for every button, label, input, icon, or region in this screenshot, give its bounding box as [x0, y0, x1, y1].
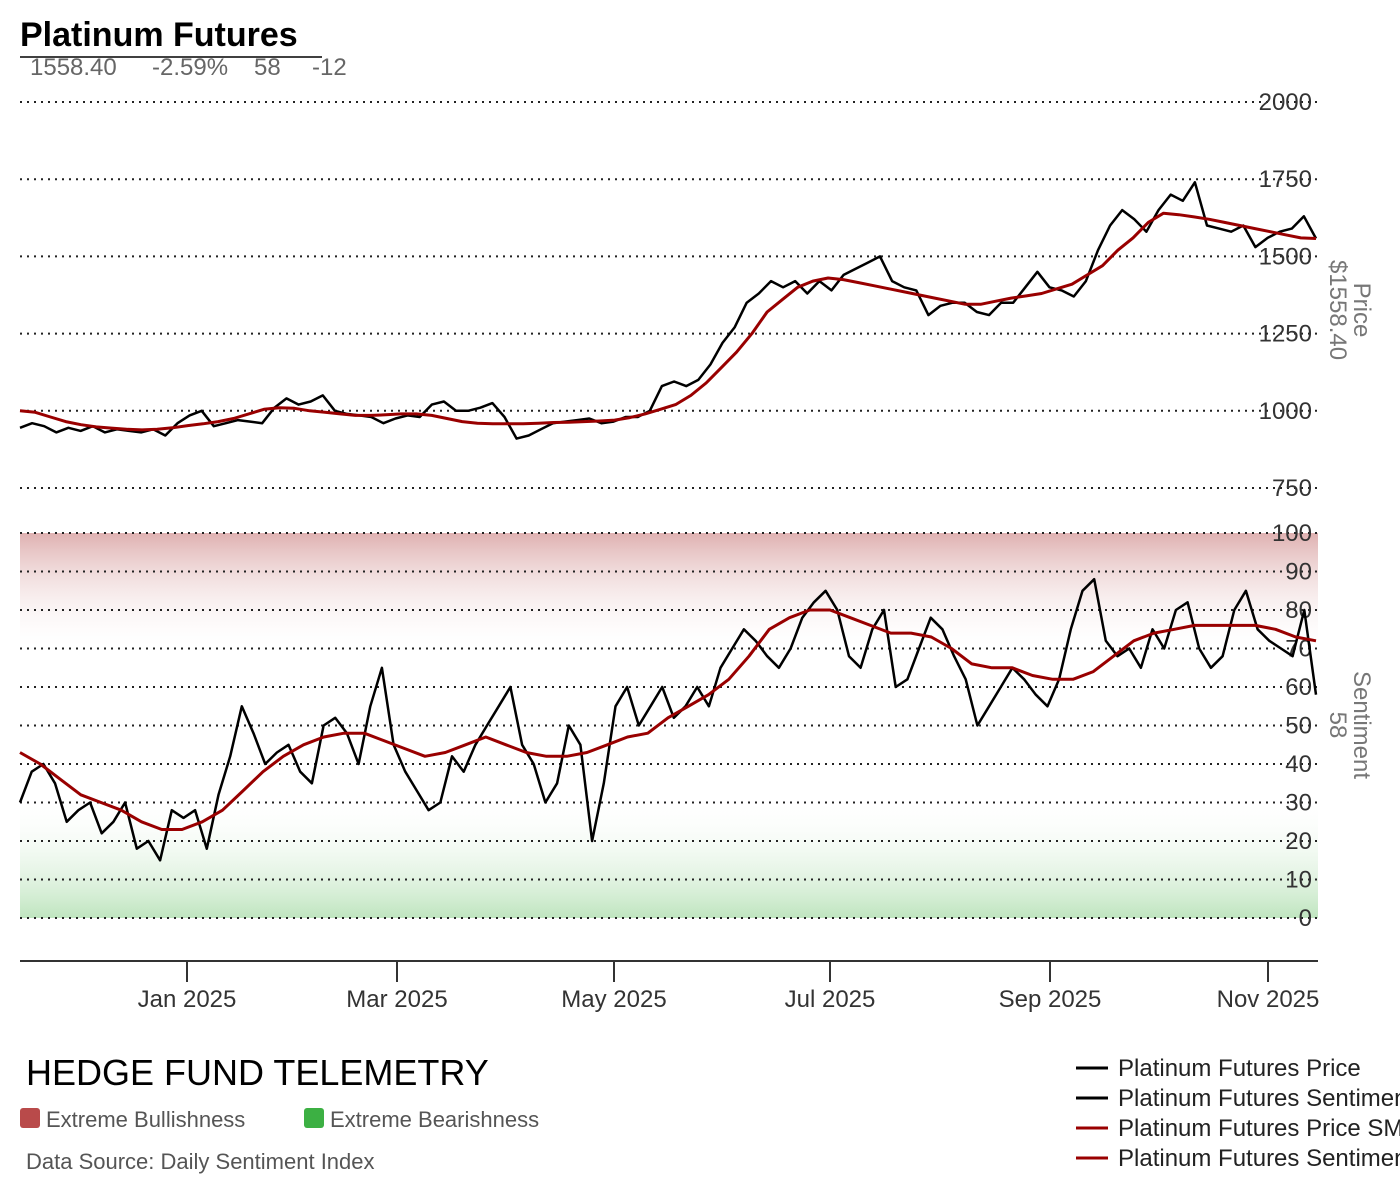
sentiment-value-label: 58 — [1324, 712, 1351, 739]
sentiment-lines — [18, 577, 1318, 862]
price-line — [19, 181, 1318, 440]
sentiment-tick-label: 100 — [1272, 520, 1312, 547]
sentiment-axis-title: Sentiment — [1348, 671, 1375, 779]
sentiment-tick-label: 30 — [1285, 790, 1312, 817]
change-pct-stat: -2.59% — [152, 54, 228, 81]
sentiment-tick-label: 0 — [1299, 905, 1312, 932]
sentiment-axis-title-group: Sentiment 58 — [1324, 671, 1375, 779]
legend-entry: Platinum Futures Price SMA — [1118, 1115, 1400, 1142]
x-tick-label: Jan 2025 — [138, 986, 237, 1013]
sentiment-change-stat: -12 — [312, 54, 347, 81]
brand-name: HEDGE FUND TELEMETRY — [26, 1052, 489, 1093]
bullish-swatch — [20, 1108, 40, 1128]
price-tick-label: 750 — [1272, 475, 1312, 502]
x-tick-label: Jul 2025 — [785, 986, 876, 1013]
price-sma-line — [19, 211, 1317, 432]
sentiment-tick-label: 20 — [1285, 828, 1312, 855]
chart-title: Platinum Futures — [20, 16, 298, 54]
legend-entry: Platinum Futures Sentiment — [1118, 1085, 1400, 1112]
sentiment-tick-label: 10 — [1285, 867, 1312, 894]
x-axis: Jan 2025 Mar 2025 May 2025 Jul 2025 Sep 2025… — [138, 961, 1320, 1013]
x-tick-label: Mar 2025 — [346, 986, 447, 1013]
sentiment-tick-label: 60 — [1285, 674, 1312, 701]
series-legend: Platinum Futures Price Platinum Futures S… — [1076, 1055, 1400, 1172]
sentiment-line — [18, 577, 1318, 862]
sentiment-stat: 58 — [254, 54, 281, 81]
price-tick-label: 1250 — [1259, 321, 1312, 348]
price-tick-label: 1750 — [1259, 166, 1312, 193]
x-tick-label: Nov 2025 — [1217, 986, 1320, 1013]
price-tick-label: 2000 — [1259, 89, 1312, 116]
price-grid: 750 1000 1250 1500 1750 2000 — [20, 89, 1318, 502]
price-tick-label: 1000 — [1259, 398, 1312, 425]
x-tick-label: May 2025 — [561, 986, 666, 1013]
legend-entry: Platinum Futures Price — [1118, 1055, 1361, 1082]
sentiment-tick-label: 40 — [1285, 751, 1312, 778]
last-price-stat: 1558.40 — [30, 54, 117, 81]
price-tick-label: 1500 — [1259, 243, 1312, 270]
sentiment-tick-label: 50 — [1285, 713, 1312, 740]
price-axis-title: Price — [1348, 283, 1375, 338]
x-tick-label: Sep 2025 — [999, 986, 1102, 1013]
extreme-bullishness-zone — [20, 533, 1318, 648]
price-value-label: $1558.40 — [1324, 260, 1351, 360]
legend-entry: Platinum Futures Sentiment SMA — [1118, 1145, 1400, 1172]
bearish-swatch — [304, 1108, 324, 1128]
price-axis-title-group: Price $1558.40 — [1324, 260, 1375, 360]
bullish-legend-label: Extreme Bullishness — [46, 1107, 245, 1132]
sentiment-sma-line — [19, 608, 1317, 831]
extreme-bearishness-zone — [20, 802, 1318, 918]
price-lines — [19, 181, 1318, 440]
data-source: Data Source: Daily Sentiment Index — [26, 1149, 375, 1174]
bearish-legend-label: Extreme Bearishness — [330, 1107, 539, 1132]
sentiment-tick-label: 90 — [1285, 559, 1312, 586]
sentiment-tick-label: 80 — [1285, 597, 1312, 624]
